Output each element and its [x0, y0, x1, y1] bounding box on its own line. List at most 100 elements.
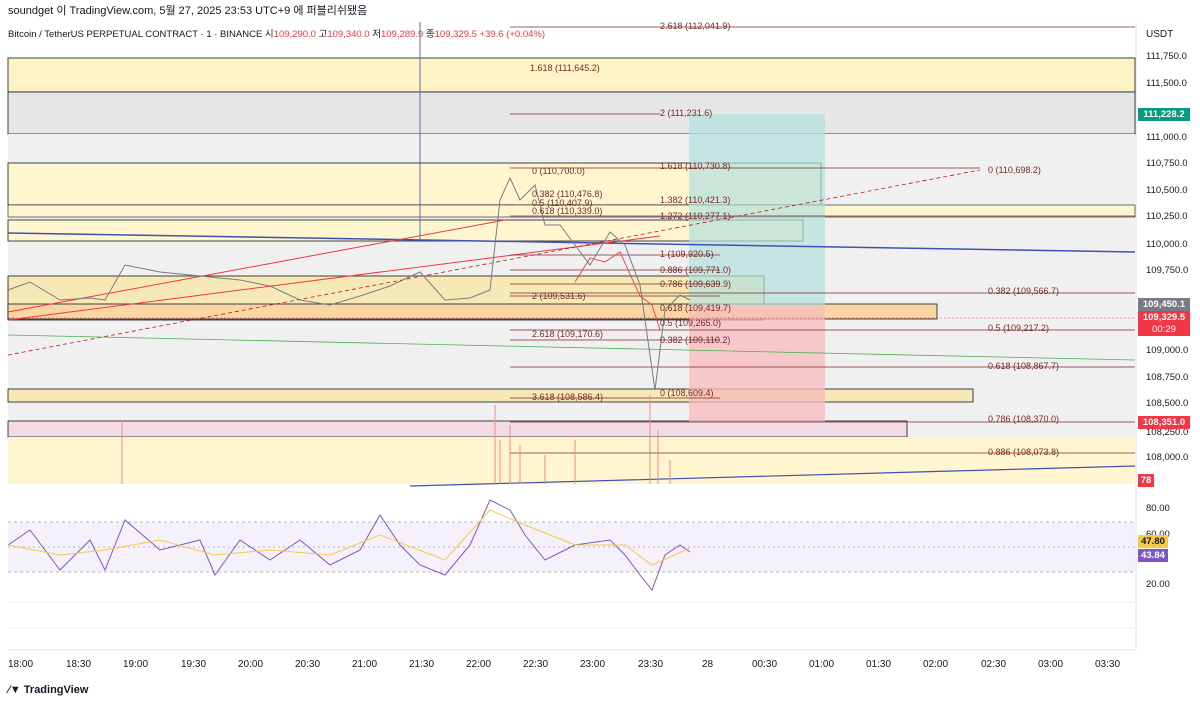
time-tick: 19:00 — [123, 659, 149, 670]
zone-top-grey — [7, 91, 1136, 135]
trendline-green[interactable] — [7, 334, 1136, 361]
tv-logo-icon: ⁄▼ — [8, 684, 21, 696]
fib-label: 0.382 (110,476.8) — [532, 189, 603, 199]
trendline-blue[interactable] — [7, 232, 1136, 253]
tradingview-logo[interactable]: ⁄▼ TradingView — [8, 684, 88, 696]
fib-label: 1.618 (110,730.8) — [660, 161, 731, 171]
trendline-dashed[interactable] — [7, 169, 981, 356]
fib-label: 2 (111,231.6) — [660, 108, 713, 118]
price-tick: 110,250.0 — [1146, 211, 1188, 222]
price-tick: 110,000.0 — [1146, 239, 1188, 250]
rsi-tick: 20.00 — [1146, 579, 1170, 590]
fib-label: 2.618 (109,170.6) — [532, 329, 604, 339]
fib-label: 0.886 (108,073.8) — [988, 447, 1060, 457]
currency-label: USDT — [1146, 29, 1174, 40]
time-tick: 01:30 — [866, 659, 892, 670]
high-label: 고 — [318, 29, 328, 40]
fib-label: 0 (110,700.0) — [532, 166, 585, 176]
time-tick: 22:00 — [466, 659, 492, 670]
fib-label: 0.786 (108,370.0) — [988, 414, 1060, 424]
fib-label: 0.786 (109,639.9) — [660, 279, 732, 289]
fib-label: 2.618 (112,041.9) — [660, 21, 731, 31]
price-tick: 108,000.0 — [1146, 452, 1189, 463]
price-tick: 108,500.0 — [1146, 398, 1189, 409]
price-tick: 109,000.0 — [1146, 345, 1189, 356]
trendline-red-1[interactable] — [7, 235, 661, 321]
fib-label: 0.5 (110,407.9) — [532, 198, 593, 208]
time-tick: 01:00 — [809, 659, 835, 670]
rsi-line[interactable] — [7, 499, 691, 592]
long-position-loss[interactable] — [689, 306, 825, 422]
rsi-tick: 60.00 — [1146, 529, 1170, 540]
time-tick: 23:30 — [638, 659, 664, 670]
time-tick: 18:00 — [8, 659, 34, 670]
target-price-tag: 111,228.2 — [1138, 108, 1190, 121]
fib-label: 0.5 (109,265.0) — [660, 318, 722, 328]
symbol-legend[interactable]: Bitcoin / TetherUS PERPETUAL CONTRACT · … — [8, 26, 545, 40]
time-tick: 20:30 — [295, 659, 321, 670]
time-tick: 23:00 — [580, 659, 606, 670]
price-tick: 110,750.0 — [1146, 158, 1188, 169]
price-tick: 108,250.0 — [1146, 427, 1189, 438]
zone-yellow-bottom — [8, 437, 1135, 484]
price-series-red — [574, 251, 661, 331]
zone-yellow-5 — [7, 388, 974, 403]
fib-label: 1.618 (111,645.2) — [530, 63, 600, 73]
price-tick: 111,000.0 — [1146, 132, 1187, 143]
time-tick: 02:30 — [981, 659, 1007, 670]
price-series[interactable] — [7, 176, 691, 391]
rsi-ma-tag: 47.80 — [1138, 535, 1168, 548]
open-value: 109,290.0 — [273, 29, 316, 40]
fib-label: 0.618 (108,867.7) — [988, 361, 1060, 371]
price-tick: 108,750.0 — [1146, 372, 1189, 383]
zone-yellow-3 — [7, 219, 804, 242]
stop-price-tag: 108,351.0 — [1138, 416, 1190, 429]
time-tick: 21:30 — [409, 659, 435, 670]
fib-label: 0.618 (109,419.7) — [660, 303, 732, 313]
price-tick: 111,500.0 — [1146, 78, 1187, 89]
low-label: 저 — [372, 29, 381, 40]
volume-bars — [121, 395, 671, 484]
rsi-tick: 80.00 — [1146, 503, 1170, 514]
countdown-tag: 00:29 — [1138, 323, 1190, 336]
price-tick: 110,500.0 — [1146, 185, 1188, 196]
rsi-ma-line — [7, 509, 691, 566]
fib-label: 0 (110,698.2) — [988, 165, 1041, 175]
fib-label: 0.5 (109,217.2) — [988, 323, 1050, 333]
publish-info: soundget 이 TradingView.com, 5월 27, 2025 … — [8, 5, 368, 17]
time-tick: 18:30 — [66, 659, 92, 670]
trendline-bottom[interactable] — [409, 465, 1136, 487]
fib-label: 0.382 (109,110.2) — [660, 335, 731, 345]
change-value: +39.6 (+0.04%) — [479, 29, 546, 40]
zone-yellow-1 — [7, 162, 822, 206]
time-tick: 28 — [702, 659, 714, 670]
time-tick: 00:30 — [752, 659, 778, 670]
zone-top-yellow — [7, 57, 1136, 93]
zone-pink — [7, 420, 908, 438]
price-tick: 109,750.0 — [1146, 265, 1189, 276]
trendline-red-2[interactable] — [7, 219, 506, 313]
time-tick: 20:00 — [238, 659, 264, 670]
fib-label: 1 (109,920.5) — [660, 249, 714, 259]
fib-label: 2 (109,531.6) — [532, 291, 586, 301]
rsi-value-tag: 43.84 — [1138, 549, 1168, 562]
fib-lines[interactable] — [510, 26, 1135, 454]
symbol-name: Bitcoin / TetherUS PERPETUAL CONTRACT · … — [8, 29, 263, 40]
time-tick: 03:30 — [1095, 659, 1121, 670]
low-value: 109,289.9 — [380, 29, 424, 40]
time-tick: 03:00 — [1038, 659, 1064, 670]
fib-label: 3.618 (108,586.4) — [532, 392, 604, 402]
time-tick: 22:30 — [523, 659, 549, 670]
fib-label: 0.382 (109,566.7) — [988, 286, 1060, 296]
volume-tag: 78 — [1138, 474, 1154, 487]
brand-name: TradingView — [23, 684, 89, 696]
zone-yellow-2 — [7, 204, 1136, 218]
time-tick: 19:30 — [181, 659, 207, 670]
close-label: 종 — [425, 29, 435, 40]
high-value: 109,340.0 — [327, 29, 370, 40]
open-label: 시 — [264, 29, 274, 40]
time-tick: 02:00 — [923, 659, 949, 670]
fib-label: 1.272 (110,277.1) — [660, 211, 731, 221]
long-position-profit[interactable] — [689, 114, 825, 306]
